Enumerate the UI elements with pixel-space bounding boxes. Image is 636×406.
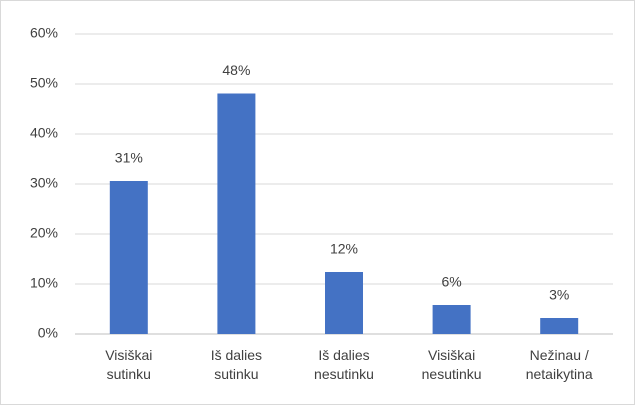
data-label: 6% bbox=[441, 274, 461, 290]
y-tick-label: 0% bbox=[38, 325, 58, 341]
bar bbox=[109, 181, 148, 334]
bar bbox=[325, 272, 363, 334]
y-tick-label: 30% bbox=[30, 175, 58, 191]
x-tick-label: Iš dalies nesutinku bbox=[314, 347, 374, 382]
bar bbox=[540, 318, 579, 334]
bar bbox=[432, 305, 471, 334]
y-tick-label: 40% bbox=[30, 125, 58, 141]
bar bbox=[217, 93, 256, 334]
data-label: 48% bbox=[222, 62, 250, 78]
y-tick-label: 20% bbox=[30, 225, 58, 241]
y-tick-label: 50% bbox=[30, 75, 58, 91]
x-tick-label: Visiškai sutinku bbox=[105, 347, 153, 382]
data-label: 12% bbox=[330, 241, 358, 257]
x-tick-label: Nežinau / netaikytina bbox=[525, 347, 593, 382]
x-tick-label: Visiškai nesutinku bbox=[421, 347, 482, 382]
data-label: 3% bbox=[549, 287, 569, 303]
y-tick-label: 60% bbox=[30, 25, 58, 41]
x-tick-label: Iš dalies sutinku bbox=[210, 347, 263, 382]
y-tick-label: 10% bbox=[30, 275, 58, 291]
data-label: 31% bbox=[115, 150, 143, 166]
